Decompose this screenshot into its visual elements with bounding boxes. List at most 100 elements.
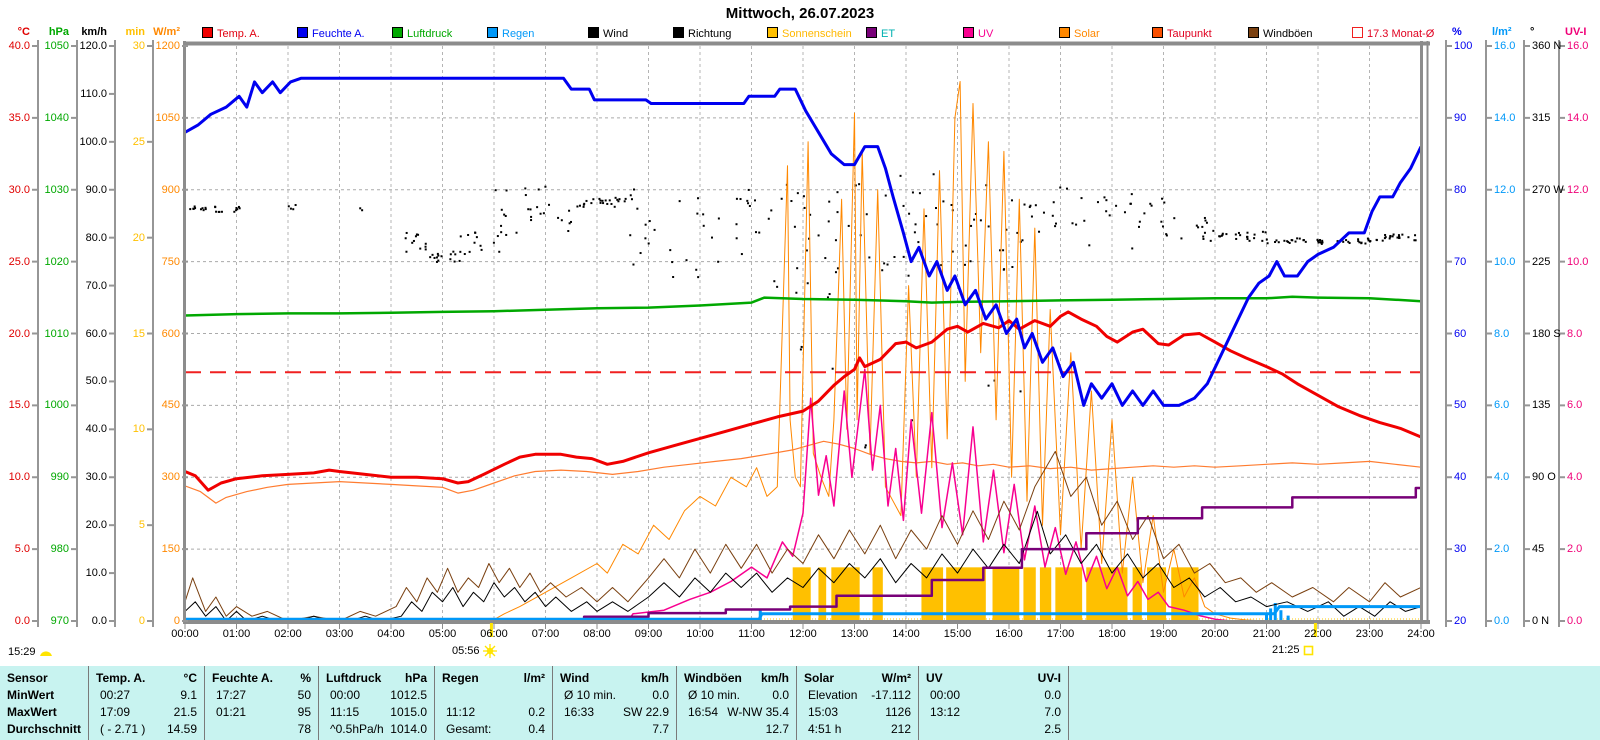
wind-direction-dot bbox=[405, 231, 408, 234]
stats-cell-value: 0.0 bbox=[772, 688, 789, 702]
stats-column-label: Regen bbox=[442, 671, 479, 685]
y-tick-label-hpa: 1050 bbox=[44, 40, 69, 52]
stats-cell-value: 0.0 bbox=[652, 688, 669, 702]
legend-label-monat-avg: 17.3 Monat-Ø bbox=[1367, 28, 1435, 40]
y-tick-label-wm2: 150 bbox=[161, 543, 180, 556]
x-tick-label: 21:00 bbox=[1252, 628, 1281, 640]
wind-direction-dot bbox=[1138, 220, 1141, 223]
chart-legend: Temp. A. Feuchte A. Luftdruck Regen Wind Rich… bbox=[0, 27, 1600, 42]
stats-cell-row: Ø 10 min. 0.0 bbox=[553, 687, 676, 704]
wind-direction-dot bbox=[590, 202, 593, 205]
wind-direction-dot bbox=[610, 202, 613, 205]
y-tick-label-temp: 25.0 bbox=[8, 255, 30, 268]
x-tick-label: 04:00 bbox=[377, 628, 405, 640]
stats-cell-row bbox=[435, 687, 552, 704]
stats-cell-row: Ø 10 min. 0.0 bbox=[677, 687, 796, 704]
wind-direction-dot bbox=[214, 205, 217, 208]
x-tick-label: 07:00 bbox=[531, 628, 560, 640]
y-tick-label-uvi: 0.0 bbox=[1567, 615, 1583, 627]
wind-direction-dot bbox=[639, 252, 642, 255]
series-temp-a bbox=[185, 310, 1421, 492]
x-tick-label: 17:00 bbox=[1046, 628, 1075, 640]
stats-column-unit: km/h bbox=[640, 671, 669, 685]
wind-direction-dot bbox=[970, 224, 973, 227]
y-tick-label-wm2: 300 bbox=[161, 471, 180, 484]
wind-direction-dot bbox=[599, 201, 602, 204]
wind-direction-dot bbox=[289, 207, 292, 210]
wind-direction-dot bbox=[1414, 239, 1417, 242]
wind-direction-dot bbox=[776, 285, 779, 288]
wind-direction-dot bbox=[503, 213, 506, 216]
y-tick-label-pct: 100 bbox=[1454, 40, 1473, 52]
wind-direction-dot bbox=[942, 200, 945, 203]
legend-item-regen: Regen bbox=[487, 27, 534, 40]
stats-column-header: Windböen km/h bbox=[677, 670, 796, 687]
luftdruck-swatch bbox=[392, 27, 403, 38]
wind-direction-dot bbox=[746, 199, 749, 202]
wind-direction-dot bbox=[1002, 249, 1005, 252]
wind-direction-dot bbox=[886, 263, 889, 266]
stats-column-label: UV bbox=[926, 671, 943, 685]
x-tick-label: 10:00 bbox=[686, 628, 714, 640]
stats-cell-value: 95 bbox=[297, 705, 311, 719]
legend-label-sonnenschein: Sonnenschein bbox=[782, 28, 852, 40]
wind-direction-dot bbox=[292, 208, 295, 211]
stats-cell-value: 78 bbox=[297, 722, 311, 736]
stats-cell-value: 50 bbox=[297, 688, 311, 702]
sun-below-horizon-icon bbox=[1303, 645, 1313, 655]
y-axis-unit-temp: °C bbox=[17, 26, 30, 38]
wind-direction-dot bbox=[189, 208, 192, 211]
stats-row-header-text: Sensor bbox=[7, 671, 48, 685]
x-tick-label: 01:00 bbox=[222, 628, 251, 640]
wind-direction-dot bbox=[437, 259, 440, 262]
y-tick-label-kmh: 50.0 bbox=[85, 375, 107, 388]
wind-direction-dot bbox=[1115, 204, 1118, 207]
wind-direction-dot bbox=[1368, 240, 1371, 243]
stats-cell-value: 21.5 bbox=[173, 705, 197, 719]
wind-direction-dot bbox=[614, 196, 617, 199]
wind-direction-dot bbox=[1163, 201, 1166, 204]
wind-direction-dot bbox=[800, 345, 803, 348]
wind-direction-dot bbox=[624, 197, 627, 200]
wind-direction-dot bbox=[494, 189, 497, 192]
y-tick-label-deg: 45 bbox=[1532, 543, 1545, 556]
wind-direction-dot bbox=[576, 205, 579, 208]
wind-direction-dot bbox=[1381, 239, 1384, 242]
wind-direction-dot bbox=[1283, 239, 1286, 242]
wind-direction-dot bbox=[834, 239, 837, 242]
y-tick-label-uvi: 2.0 bbox=[1567, 543, 1583, 556]
stats-row-header: MaxWert bbox=[0, 704, 88, 721]
wind-direction-dot bbox=[1108, 214, 1111, 217]
y-tick-label-lm2: 4.0 bbox=[1494, 471, 1510, 484]
wind-direction-dot bbox=[475, 236, 478, 239]
stats-cell-value: 7.0 bbox=[1044, 705, 1061, 719]
y-tick-label-min: 0 bbox=[138, 615, 145, 627]
wind-direction-dot bbox=[1052, 201, 1055, 204]
wind-direction-dot bbox=[1038, 230, 1041, 233]
wind-direction-dot bbox=[1316, 238, 1319, 241]
stats-column-label: Luftdruck bbox=[326, 671, 382, 685]
series-et bbox=[582, 486, 1421, 621]
stats-cell-time: 11:12 bbox=[446, 705, 476, 719]
stats-column-header: Temp. A. °C bbox=[89, 670, 204, 687]
wind-direction-dot bbox=[795, 291, 798, 294]
y-tick-label-wm2: 750 bbox=[161, 255, 180, 268]
y-tick-label-hpa: 1000 bbox=[44, 399, 69, 412]
wind-direction-dot bbox=[1397, 234, 1400, 237]
wind-direction-dot bbox=[1358, 241, 1361, 244]
wind-direction-dot bbox=[648, 220, 651, 223]
wind-direction-dot bbox=[1287, 240, 1290, 243]
stats-column-unit: l/m² bbox=[523, 671, 545, 685]
stats-cell-time bbox=[926, 721, 930, 738]
x-tick-label: 08:00 bbox=[583, 628, 611, 640]
series-windboeen bbox=[185, 450, 1421, 622]
wind-direction-dot bbox=[1143, 212, 1146, 215]
wind-direction-dot bbox=[868, 256, 871, 259]
wind-direction-dot bbox=[1366, 237, 1369, 240]
wind-direction-dot bbox=[1034, 204, 1037, 207]
wind-direction-dot bbox=[412, 239, 415, 242]
stats-cell-time: 00:00 bbox=[330, 688, 361, 702]
y-tick-label-uvi: 10.0 bbox=[1567, 255, 1589, 268]
stats-column-regen: Regen l/m² 11:12 0.2 Gesamt: 0.4 bbox=[434, 666, 552, 740]
wind-direction-dot bbox=[748, 204, 751, 207]
